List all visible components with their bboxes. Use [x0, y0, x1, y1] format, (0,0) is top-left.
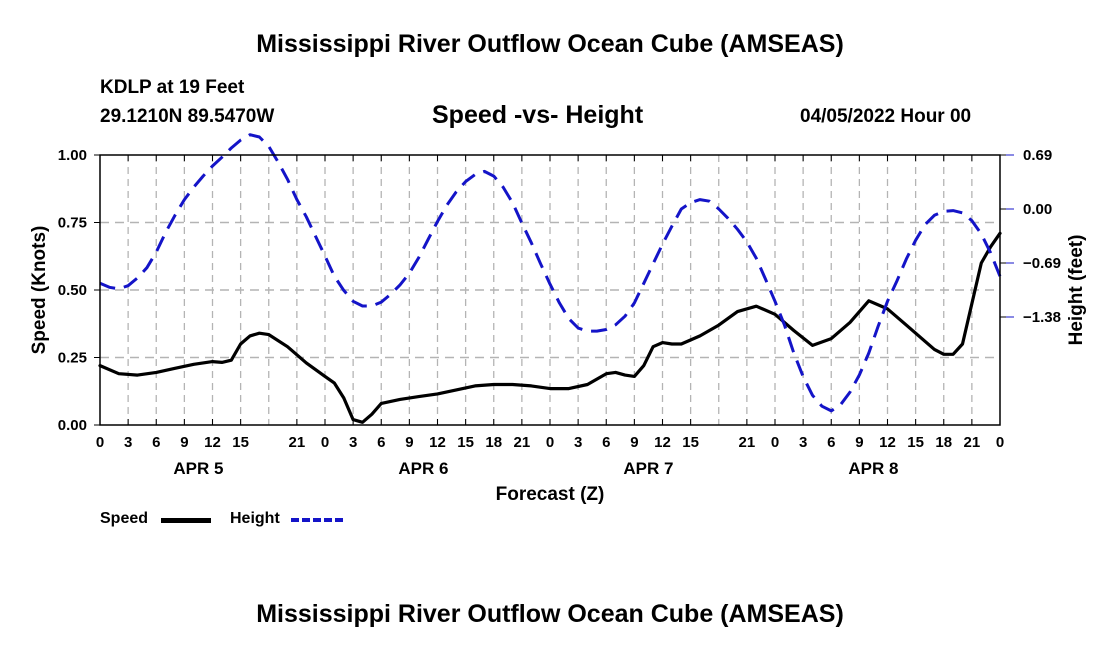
legend-height-swatch [291, 518, 343, 522]
x-tick-label: 9 [630, 434, 638, 451]
forecast-date: 04/05/2022 Hour 00 [800, 106, 972, 127]
x-tick-label: 12 [429, 434, 446, 451]
legend-speed-label: Speed [100, 510, 149, 527]
x-tick-label: 6 [152, 434, 160, 451]
legend-speed-swatch [161, 518, 211, 523]
chart-title: Mississippi River Outflow Ocean Cube (AM… [256, 30, 844, 58]
x-tick-label: 21 [514, 434, 531, 451]
x-tick-label: 3 [574, 434, 582, 451]
y-left-tick-label: 0.50 [58, 282, 87, 299]
x-axis-title: Forecast (Z) [496, 484, 605, 505]
y-left-tick-label: 0.75 [58, 215, 87, 232]
chart-subtitle: Speed -vs- Height [432, 101, 644, 129]
y-left-tick-label: 0.00 [58, 417, 87, 434]
x-tick-label: 0 [771, 434, 779, 451]
axes: 0 3 6 9 12 15 21 0 3 6 9 12 15 18 21 0 3 6 9 12 15 21 0 3 6 9 12 15… [29, 147, 1087, 505]
x-tick-label: 9 [405, 434, 413, 451]
x-tick-label: 9 [180, 434, 188, 451]
x-tick-label: 21 [289, 434, 306, 451]
x-tick-label: 15 [907, 434, 924, 451]
x-tick-label: 15 [457, 434, 474, 451]
y-left-tick-label: 1.00 [58, 147, 87, 164]
x-day-label: APR 8 [848, 459, 898, 478]
legend-height-label: Height [230, 510, 280, 527]
x-day-label: APR 5 [173, 459, 223, 478]
x-tick-label: 15 [232, 434, 249, 451]
x-tick-label: 15 [682, 434, 699, 451]
y-right-axis-title: Height (feet) [1066, 235, 1087, 346]
series-line-height [99, 133, 1002, 413]
x-day-label: APR 6 [398, 459, 448, 478]
x-tick-label: 3 [349, 434, 357, 451]
x-tick-label: 0 [546, 434, 554, 451]
y-left-axis-title: Speed (Knots) [29, 226, 50, 355]
x-tick-label: 12 [879, 434, 896, 451]
x-tick-label: 21 [739, 434, 756, 451]
x-tick-label: 0 [96, 434, 104, 451]
station-label: KDLP at 19 Feet [100, 77, 245, 98]
y-right-tick-label: −0.69 [1023, 255, 1061, 272]
y-right-tick-label: 0.00 [1023, 201, 1052, 218]
x-day-label: APR 7 [623, 459, 673, 478]
x-tick-label: 18 [935, 434, 952, 451]
x-tick-label: 12 [204, 434, 221, 451]
x-tick-label: 6 [377, 434, 385, 451]
x-tick-label: 6 [602, 434, 610, 451]
grid-lines [100, 154, 1000, 425]
series-line-speed [98, 231, 1002, 424]
y-right-tick-label: 0.69 [1023, 147, 1052, 164]
x-tick-label: 3 [799, 434, 807, 451]
coordinates-label: 29.1210N 89.5470W [100, 106, 275, 127]
x-tick-label: 0 [321, 434, 329, 451]
x-tick-label: 0 [996, 434, 1004, 451]
x-tick-label: 21 [964, 434, 981, 451]
x-tick-label: 9 [855, 434, 863, 451]
y-right-tick-label: −1.38 [1023, 309, 1061, 326]
x-tick-label: 12 [654, 434, 671, 451]
x-tick-label: 6 [827, 434, 835, 451]
footer-title: Mississippi River Outflow Ocean Cube (AM… [256, 600, 844, 628]
x-tick-label: 18 [485, 434, 502, 451]
series-layer [98, 133, 1002, 424]
y-left-tick-label: 0.25 [58, 350, 87, 367]
x-tick-label: 3 [124, 434, 132, 451]
